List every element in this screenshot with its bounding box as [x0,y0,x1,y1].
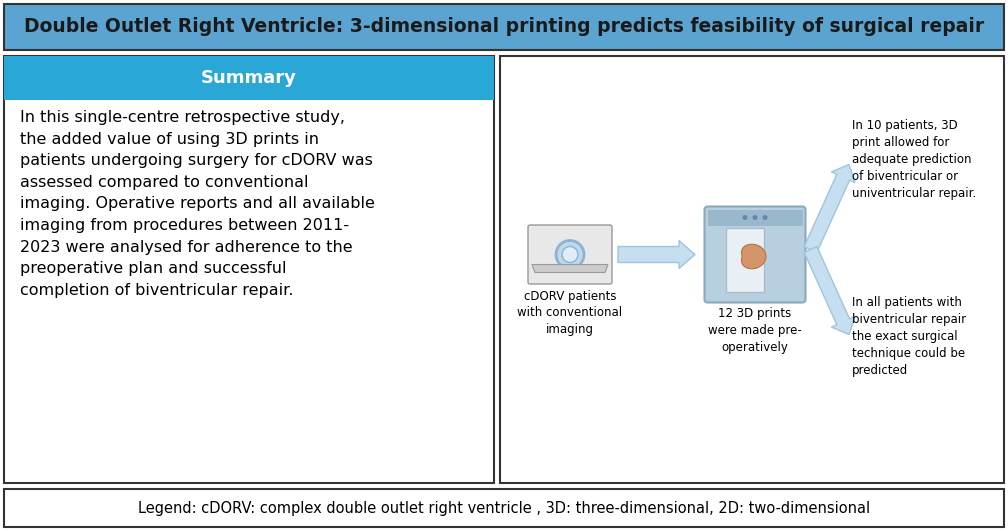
Text: In this single-centre retrospective study,
the added value of using 3D prints in: In this single-centre retrospective stud… [20,110,375,298]
Text: Summary: Summary [201,69,297,87]
Text: In all patients with
biventricular repair
the exact surgical
technique could be
: In all patients with biventricular repai… [852,296,966,376]
FancyBboxPatch shape [4,56,494,100]
Polygon shape [618,241,695,269]
Polygon shape [804,246,855,335]
FancyBboxPatch shape [708,210,802,226]
Polygon shape [742,244,766,269]
FancyBboxPatch shape [726,227,763,292]
Polygon shape [804,165,855,252]
FancyBboxPatch shape [4,56,494,483]
Circle shape [753,215,757,220]
Text: Double Outlet Right Ventricle: 3-dimensional printing predicts feasibility of su: Double Outlet Right Ventricle: 3-dimensi… [24,18,984,37]
Text: cDORV patients
with conventional
imaging: cDORV patients with conventional imaging [517,290,623,336]
Circle shape [743,215,748,220]
Polygon shape [532,264,608,272]
FancyBboxPatch shape [4,489,1004,527]
Text: 12 3D prints
were made pre-
operatively: 12 3D prints were made pre- operatively [709,307,802,354]
Text: In 10 patients, 3D
print allowed for
adequate prediction
of biventricular or
uni: In 10 patients, 3D print allowed for ade… [852,119,977,200]
Ellipse shape [562,246,578,262]
FancyBboxPatch shape [500,56,1004,483]
FancyBboxPatch shape [705,207,805,303]
FancyBboxPatch shape [4,4,1004,50]
Ellipse shape [556,241,584,269]
FancyBboxPatch shape [528,225,612,284]
Text: Legend: cDORV: complex double outlet right ventricle , 3D: three-dimensional, 2D: Legend: cDORV: complex double outlet rig… [138,501,870,516]
Circle shape [762,215,767,220]
